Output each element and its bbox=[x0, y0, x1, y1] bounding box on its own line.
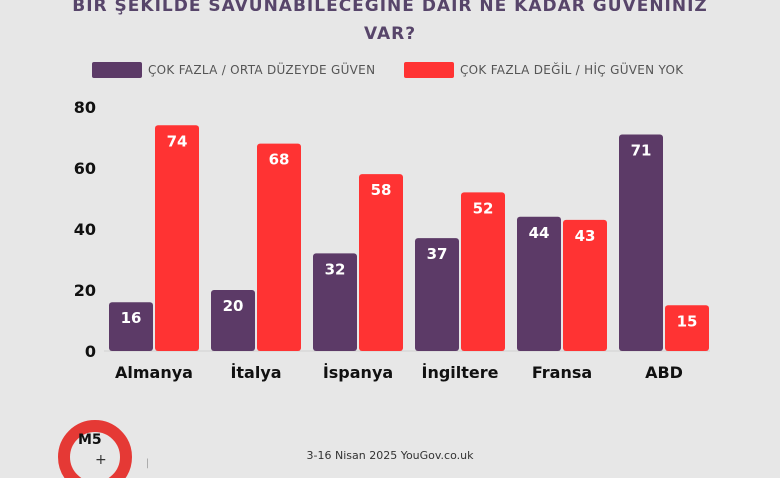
legend-item-series-2: ÇOK FAZLA DEĞİL / HİÇ GÜVEN YOK bbox=[404, 62, 683, 78]
chart-title-line-2: VAR? bbox=[363, 24, 417, 44]
legend-item-series-1: ÇOK FAZLA / ORTA DÜZEYDE GÜVEN bbox=[92, 62, 375, 78]
bar-confident bbox=[109, 302, 153, 351]
legend-label-series-1: ÇOK FAZLA / ORTA DÜZEYDE GÜVEN bbox=[148, 63, 376, 77]
y-tick-label: 80 bbox=[74, 98, 96, 117]
chart-title: BİR ŞEKİLDE SAVUNABİLECEĞİNE DAİR NE KAD… bbox=[0, 0, 780, 48]
legend-swatch-series-1 bbox=[92, 62, 142, 78]
chart-title-line-1: BİR ŞEKİLDE SAVUNABİLECEĞİNE DAİR NE KAD… bbox=[72, 0, 708, 16]
x-tick-label: ABD bbox=[645, 363, 683, 382]
bar-data-label: 44 bbox=[529, 224, 550, 242]
bar-confident bbox=[517, 216, 561, 351]
brand-logo: M5 + | bbox=[58, 418, 148, 478]
y-tick-label: 40 bbox=[74, 220, 96, 239]
logo-ring bbox=[58, 420, 132, 478]
x-tick-label: İngiltere bbox=[421, 363, 498, 382]
bar-confident bbox=[313, 253, 357, 351]
bar-data-label: 58 bbox=[371, 181, 392, 199]
bar-confident bbox=[211, 290, 255, 351]
bar-data-label: 74 bbox=[167, 132, 188, 150]
logo-text: M5 bbox=[78, 432, 102, 448]
bar-data-label: 20 bbox=[223, 297, 244, 315]
bar-not-confident bbox=[665, 305, 709, 351]
x-tick-label: İspanya bbox=[323, 363, 393, 382]
bar-not-confident bbox=[155, 125, 199, 351]
x-tick-label: Almanya bbox=[115, 363, 193, 382]
bar-data-label: 68 bbox=[269, 151, 290, 169]
y-tick-label: 20 bbox=[74, 281, 96, 300]
bar-confident bbox=[415, 238, 459, 351]
bar-data-label: 15 bbox=[677, 312, 698, 330]
y-tick-label: 0 bbox=[85, 342, 96, 361]
logo-mark: | bbox=[146, 458, 148, 469]
bar-data-label: 16 bbox=[121, 309, 142, 327]
bar-not-confident bbox=[359, 174, 403, 351]
legend-swatch-series-2 bbox=[404, 62, 454, 78]
x-tick-label: Fransa bbox=[532, 363, 592, 382]
plus-icon: + bbox=[95, 452, 107, 468]
x-tick-label: İtalya bbox=[230, 363, 281, 382]
bar-not-confident bbox=[257, 143, 301, 351]
bar-data-label: 52 bbox=[473, 199, 494, 217]
y-tick-label: 60 bbox=[74, 159, 96, 178]
source-note: 3-16 Nisan 2025 YouGov.co.uk bbox=[306, 449, 474, 462]
bar-not-confident bbox=[563, 219, 607, 351]
legend-label-series-2: ÇOK FAZLA DEĞİL / HİÇ GÜVEN YOK bbox=[460, 63, 684, 77]
bar-confident bbox=[619, 134, 663, 351]
bar-data-label: 43 bbox=[575, 227, 596, 245]
bar-data-label: 37 bbox=[427, 245, 448, 263]
bar-data-label: 32 bbox=[325, 260, 346, 278]
bar-not-confident bbox=[461, 192, 505, 351]
bar-data-label: 71 bbox=[631, 141, 652, 159]
chart-legend: ÇOK FAZLA / ORTA DÜZEYDE GÜVEN ÇOK FAZLA… bbox=[0, 62, 780, 84]
